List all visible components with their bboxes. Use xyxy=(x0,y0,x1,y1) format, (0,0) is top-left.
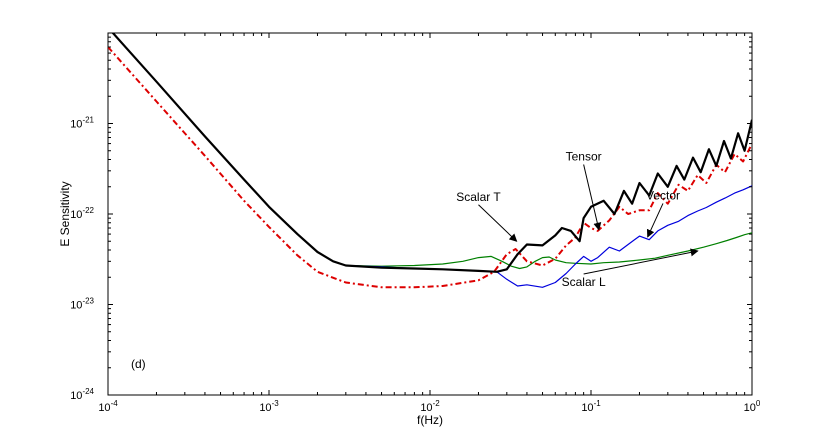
y-tick-label: 10-23 xyxy=(70,297,94,312)
annotation-arrow-tensor xyxy=(583,164,602,231)
annotation-arrow-scalar-l xyxy=(583,248,699,275)
y-tick-label: 10-22 xyxy=(70,206,94,221)
plot-area xyxy=(107,32,753,396)
annotation-vector: Vector xyxy=(646,188,680,202)
x-tick-label: 10-2 xyxy=(420,399,440,414)
annotation-arrow-scalar-t xyxy=(478,204,518,242)
series-layer xyxy=(108,33,752,289)
y-tick-label: 10-24 xyxy=(70,387,94,402)
x-tick-label: 10-4 xyxy=(98,399,118,414)
series-line-vector xyxy=(345,185,752,288)
panel-label: (d) xyxy=(131,357,146,371)
series-line-scalar-l xyxy=(345,232,752,270)
annotation-layer: Scalar T Tensor Vector Scalar L xyxy=(456,150,699,289)
x-tick-label: 10-3 xyxy=(259,399,279,414)
annotation-arrow-vector xyxy=(646,203,664,238)
series-line-scalar-t xyxy=(111,33,752,273)
annotation-scalar-t: Scalar T xyxy=(456,190,501,204)
x-axis-label: f(Hz) xyxy=(417,413,443,427)
y-axis-label: E Sensitivity xyxy=(58,181,72,246)
y-tick-label: 10-21 xyxy=(70,116,94,131)
annotation-scalar-l: Scalar L xyxy=(562,275,606,289)
x-tick-label: 100 xyxy=(744,399,761,414)
annotation-tensor: Tensor xyxy=(566,150,602,164)
x-tick-label: 10-1 xyxy=(581,399,601,414)
